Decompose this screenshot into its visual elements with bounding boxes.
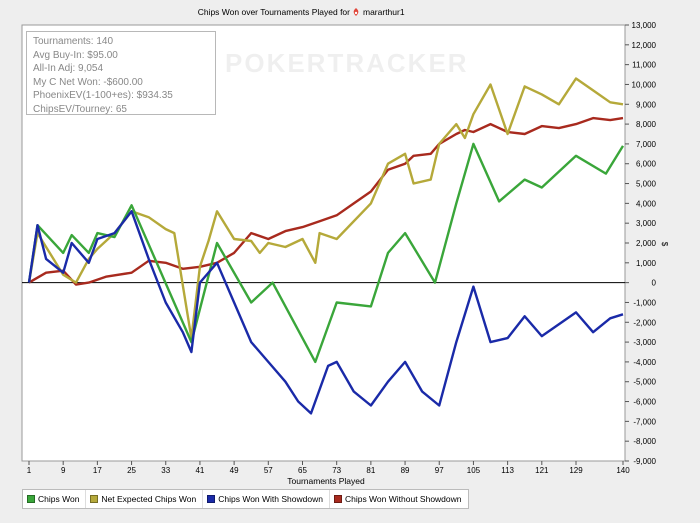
y-tick-label: -7,000 — [633, 417, 656, 426]
y-tick-label: 8,000 — [636, 120, 657, 129]
stat-avg-buy-in: Avg Buy-In: $95.00 — [33, 49, 118, 61]
x-axis: 1 9 17 25 33 41 49 57 65 73 81 89 97 105 113 121 129 140 — [27, 461, 630, 475]
y-tick-label: 5,000 — [636, 180, 657, 189]
y-tick-label: -1,000 — [633, 298, 656, 307]
stat-all-in-adj: All-In Adj: 9,054 — [33, 63, 104, 75]
series-line-1 — [27, 142, 625, 364]
y-tick-label: -5,000 — [633, 378, 656, 387]
y-tick-label: -3,000 — [633, 338, 656, 347]
x-tick-label: 17 — [93, 466, 102, 475]
legend-label: Net Expected Chips Won — [101, 494, 197, 504]
y-tick-label: 7,000 — [636, 140, 657, 149]
legend-item-with-showdown[interactable]: Chips Won With Showdown — [203, 490, 330, 508]
y-tick-label: 2,000 — [636, 239, 657, 248]
x-tick-label: 57 — [264, 466, 273, 475]
chart-title: Chips Won over Tournaments Played for ma… — [198, 7, 405, 17]
y-tick-label: 1,000 — [636, 259, 657, 268]
legend-label: Chips Won With Showdown — [218, 494, 323, 504]
legend-swatch — [333, 495, 342, 503]
x-tick-label: 97 — [435, 466, 444, 475]
y-tick-label: -4,000 — [633, 358, 656, 367]
y-tick-label: -6,000 — [633, 398, 656, 407]
x-tick-label: 1 — [27, 466, 32, 475]
y-tick-label: 3,000 — [636, 219, 657, 228]
pokertracker-logo-icon — [353, 8, 359, 16]
x-axis-title: Tournaments Played — [287, 476, 365, 486]
legend-item-without-showdown[interactable]: Chips Won Without Showdown — [330, 490, 468, 508]
y-tick-label: 9,000 — [636, 100, 657, 109]
y-tick-label: -8,000 — [633, 437, 656, 446]
y-tick-label: 13,000 — [632, 21, 657, 30]
x-tick-label: 121 — [535, 466, 549, 475]
y-tick-label: 11,000 — [632, 61, 656, 70]
legend-swatch — [207, 495, 216, 503]
x-tick-label: 140 — [616, 466, 630, 475]
player-name: mararthur1 — [363, 7, 405, 17]
y-tick-label: -9,000 — [633, 457, 656, 466]
y-axis: -9,000 -8,000 -7,000 -6,000 -5,000 -4,000 -3,0… — [625, 21, 657, 466]
x-tick-label: 73 — [332, 466, 341, 475]
stat-phoenix-ev: PhoenixEV(1-100+es): $934.35 — [33, 90, 173, 102]
legend-item-chips-won[interactable]: Chips Won — [23, 490, 87, 508]
watermark: POKERTRACKER — [225, 48, 469, 78]
x-tick-label: 49 — [230, 466, 239, 475]
legend-label: Chips Won Without Showdown — [344, 494, 462, 504]
y-tick-label: 6,000 — [636, 160, 657, 169]
x-tick-label: 33 — [161, 466, 170, 475]
series-line-3 — [27, 210, 624, 415]
x-tick-label: 41 — [195, 466, 204, 475]
x-tick-label: 9 — [61, 466, 66, 475]
series-layer — [27, 77, 625, 415]
stat-chips-ev: ChipsEV/Tourney: 65 — [33, 103, 127, 115]
stat-net-won: My C Net Won: -$600.00 — [33, 76, 143, 88]
x-tick-label: 113 — [501, 466, 514, 475]
x-tick-label: 65 — [298, 466, 307, 475]
legend-swatch — [90, 495, 99, 503]
x-tick-label: 105 — [467, 466, 481, 475]
y-tick-label: 10,000 — [632, 80, 657, 89]
legend-label: Chips Won — [38, 494, 80, 504]
y-tick-label: 4,000 — [636, 199, 657, 208]
x-tick-label: 81 — [366, 466, 375, 475]
series-line-4 — [28, 116, 624, 286]
stat-tournaments: Tournaments: 140 — [33, 36, 114, 47]
x-tick-label: 25 — [127, 466, 136, 475]
legend-swatch — [27, 495, 35, 503]
stats-box: Tournaments: 140 Avg Buy-In: $95.00 All-… — [26, 31, 216, 115]
y-axis-title: $ — [660, 242, 669, 247]
y-tick-label: 12,000 — [632, 41, 657, 50]
legend: Chips Won Net Expected Chips Won Chips W… — [22, 489, 469, 509]
y-tick-label: -2,000 — [633, 318, 656, 327]
title-text: Chips Won over Tournaments Played for — [198, 7, 350, 17]
legend-item-net-expected[interactable]: Net Expected Chips Won — [86, 490, 204, 508]
x-tick-label: 89 — [401, 466, 410, 475]
x-tick-label: 129 — [569, 466, 583, 475]
y-tick-label: 0 — [652, 279, 657, 288]
